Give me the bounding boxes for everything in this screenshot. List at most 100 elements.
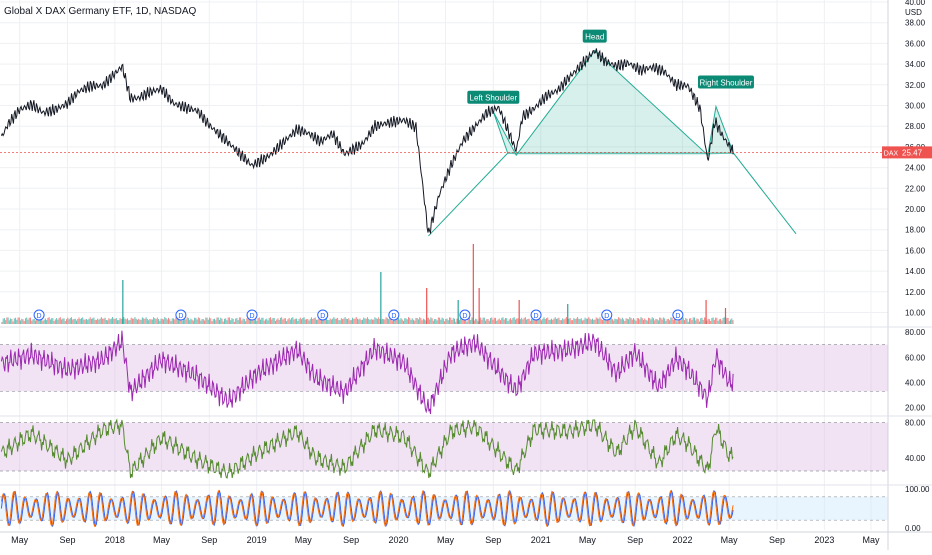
dividend-marker-text: D (178, 313, 183, 320)
volume-bar (104, 317, 106, 324)
volume-bar (242, 318, 244, 324)
dividend-marker-text: D (391, 313, 396, 320)
volume-bar (536, 317, 538, 324)
volume-bar (119, 317, 121, 324)
volume-bar (126, 318, 128, 324)
volume-bar (440, 319, 442, 324)
volume-bar (492, 319, 494, 324)
volume-bar (590, 319, 592, 324)
volume-bar (66, 319, 68, 324)
volume-bar (410, 319, 412, 324)
volume-bar (366, 317, 368, 324)
volume-bar (260, 319, 262, 324)
volume-bar (291, 317, 293, 324)
volume-bar (696, 318, 698, 324)
volume-bar (559, 320, 561, 324)
volume-bar (59, 317, 61, 324)
volume-bar (156, 317, 158, 324)
oscillator-1-line (0, 330, 734, 415)
volume-bar (252, 320, 254, 324)
volume-bar (339, 320, 341, 324)
volume-bar (416, 318, 418, 324)
volume-bar (103, 318, 105, 324)
volume-bar (175, 317, 177, 324)
volume-bar (501, 317, 503, 324)
volume-bar (549, 319, 551, 324)
volume-bar (21, 318, 23, 324)
volume-bar (186, 317, 188, 324)
volume-bar (2, 318, 4, 324)
volume-bar (558, 317, 560, 324)
volume-bar (596, 318, 598, 324)
volume-bar (7, 317, 9, 324)
volume-bar (358, 319, 360, 324)
x-axis-label: May (862, 535, 880, 545)
volume-bar (36, 318, 38, 324)
volume-bar (325, 317, 327, 324)
volume-bar (286, 321, 288, 324)
volume-bar (400, 317, 402, 324)
volume-bar (405, 318, 407, 324)
last-price-symbol: DAX (884, 150, 899, 157)
volume-bar (369, 319, 371, 324)
volume-bar (308, 320, 310, 324)
stochastic-d-line (0, 489, 734, 528)
volume-bar (330, 319, 332, 324)
volume-bar (403, 320, 405, 324)
volume-bar (343, 318, 345, 324)
oscillator-2-band (0, 422, 888, 471)
volume-bar (258, 317, 260, 324)
volume-spike (478, 288, 480, 324)
volume-bar (716, 317, 718, 324)
volume-bar (256, 320, 258, 324)
volume-bar (307, 318, 309, 324)
volume-bar (154, 318, 156, 324)
volume-bar (475, 318, 477, 324)
dividend-marker-circle (672, 309, 684, 321)
volume-bar (353, 318, 355, 324)
volume-bar (507, 321, 509, 324)
volume-bar (532, 317, 534, 324)
volume-bar (445, 318, 447, 324)
volume-bar (250, 317, 252, 324)
volume-bar (601, 320, 603, 324)
volume-bar (364, 318, 366, 324)
volume-bar (395, 319, 397, 324)
volume-bar (419, 317, 421, 324)
oscillator-1-tick-label: 20.00 (905, 404, 926, 413)
volume-bar (444, 321, 446, 324)
volume-bar (253, 318, 255, 324)
volume-bar (727, 317, 729, 324)
volume-bar (640, 317, 642, 324)
last-price-symbol-box (882, 146, 900, 159)
volume-bar (243, 319, 245, 324)
volume-bar (187, 318, 189, 324)
volume-bar (504, 318, 506, 324)
volume-bar (723, 317, 725, 324)
volume-bar (255, 319, 257, 324)
volume-bar (279, 317, 281, 324)
volume-bar (476, 319, 478, 324)
volume-bar (537, 319, 539, 324)
volume-bar (655, 318, 657, 324)
volume-bar (68, 319, 70, 324)
volume-bar (130, 317, 132, 324)
volume-bar (25, 318, 27, 324)
volume-bar (135, 318, 137, 324)
volume-bar (642, 319, 644, 324)
volume-bar (357, 318, 359, 324)
volume-bar (420, 318, 422, 324)
volume-bar (338, 320, 340, 324)
volume-bar (297, 320, 299, 324)
volume-bar (414, 320, 416, 324)
volume-bar (52, 318, 54, 324)
stochastic-k-line (0, 489, 734, 528)
volume-bar (593, 319, 595, 324)
volume-bar (318, 318, 320, 324)
volume-spike (380, 272, 382, 324)
volume-bar (359, 318, 361, 324)
volume-bar (483, 317, 485, 324)
volume-bar (385, 317, 387, 324)
volume-spike (518, 300, 520, 324)
volume-bar (92, 318, 94, 324)
